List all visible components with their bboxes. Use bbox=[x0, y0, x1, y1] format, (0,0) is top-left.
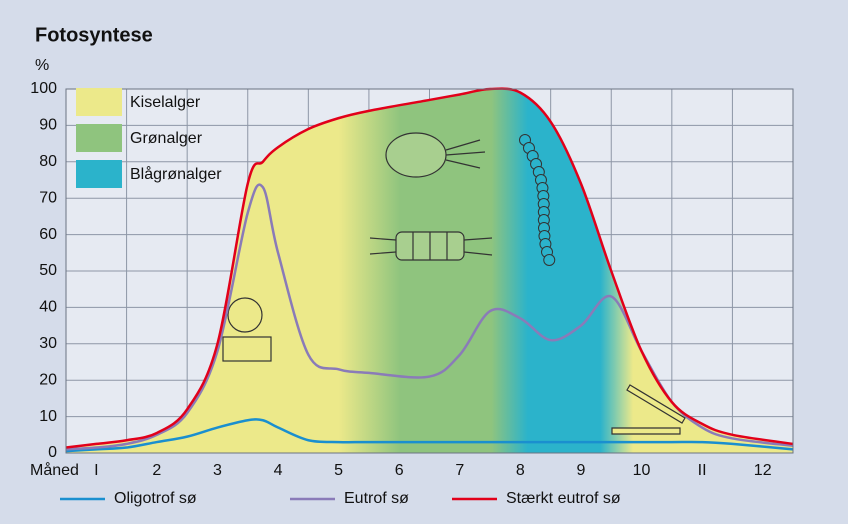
y-tick-label: 90 bbox=[39, 117, 57, 134]
x-tick-label: 12 bbox=[754, 462, 772, 479]
x-tick-label: 7 bbox=[455, 462, 464, 479]
x-tick-label: 8 bbox=[516, 462, 525, 479]
x-tick-label: 9 bbox=[577, 462, 586, 479]
y-tick-label: 70 bbox=[39, 189, 57, 206]
zone-label: Grønalger bbox=[130, 130, 203, 147]
x-tick-label: 3 bbox=[213, 462, 222, 479]
y-tick-label: 0 bbox=[48, 444, 57, 461]
chart-title: Fotosyntese bbox=[35, 24, 153, 46]
chain-cell bbox=[544, 255, 555, 266]
x-tick-label: 2 bbox=[152, 462, 161, 479]
legend-label: Oligotrof sø bbox=[114, 490, 197, 507]
y-tick-label: 40 bbox=[39, 299, 57, 316]
legend-label: Eutrof sø bbox=[344, 490, 409, 507]
x-tick-label: I bbox=[94, 462, 98, 479]
zone-swatch bbox=[76, 124, 122, 152]
y-tick-label: 30 bbox=[39, 335, 57, 352]
x-tick-label: 5 bbox=[334, 462, 343, 479]
y-tick-label: 60 bbox=[39, 226, 57, 243]
legend-label: Stærkt eutrof sø bbox=[506, 490, 621, 507]
zone-label: Blågrønalger bbox=[130, 165, 222, 183]
x-tick-label: 10 bbox=[633, 462, 651, 479]
x-tick-label: 4 bbox=[274, 462, 283, 479]
y-tick-label: 80 bbox=[39, 153, 57, 170]
zone-swatch bbox=[76, 88, 122, 116]
x-axis-label: Måned bbox=[30, 461, 79, 479]
y-tick-label: 10 bbox=[39, 408, 57, 425]
zone-label: Kiselalger bbox=[130, 94, 201, 111]
chart: Fotosyntese % Måned 0 10 20 30 40 50 60 70 80 90 1… bbox=[0, 0, 848, 524]
y-tick-label: 20 bbox=[39, 371, 57, 388]
y-axis-label: % bbox=[35, 57, 49, 74]
x-tick-label: II bbox=[698, 462, 707, 479]
y-tick-label: 50 bbox=[39, 262, 57, 279]
zone-swatch bbox=[76, 160, 122, 188]
y-tick-label: 100 bbox=[30, 80, 57, 97]
x-tick-label: 6 bbox=[395, 462, 404, 479]
